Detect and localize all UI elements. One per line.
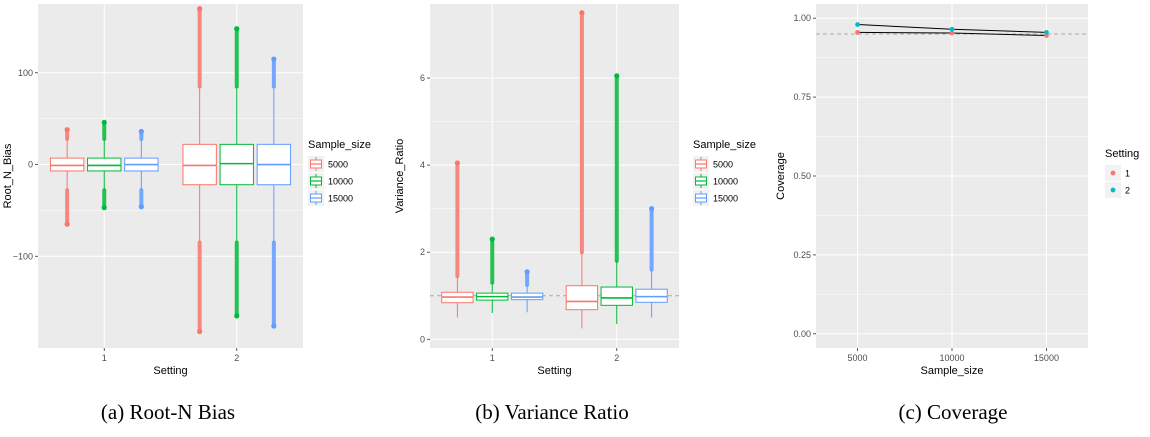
y-tick-label: 0 xyxy=(28,160,33,170)
legend-item-label: 5000 xyxy=(328,160,348,170)
box-5000-setting-2 xyxy=(565,10,599,329)
legend-item-label: 15000 xyxy=(328,194,353,204)
y-tick-label: −100 xyxy=(13,251,33,261)
legend-title: Setting xyxy=(1105,148,1139,160)
y-tick-label: 100 xyxy=(18,68,33,78)
data-point-setting-1 xyxy=(949,30,955,36)
x-tick-label: 5000 xyxy=(848,353,868,363)
legend: Setting 1 2 xyxy=(1105,148,1139,198)
box-10000-setting-2 xyxy=(600,73,633,325)
y-axis-title: Root_N_Bias xyxy=(2,143,14,208)
box-15000-setting-1 xyxy=(124,128,159,210)
x-axis-title: Setting xyxy=(537,365,571,377)
legend-item-label: 10000 xyxy=(713,177,738,187)
y-tick-label: 2 xyxy=(420,247,425,257)
x-axis-title: Sample_size xyxy=(921,365,984,377)
legend-key-point xyxy=(1110,170,1116,176)
y-tick-label: 0.50 xyxy=(793,171,811,181)
box-5000-setting-1 xyxy=(441,160,474,318)
outlier-point xyxy=(614,73,620,79)
chart-caption: (c) Coverage xyxy=(898,400,1007,424)
data-point-setting-1 xyxy=(855,30,860,35)
y-tick-label: 0.25 xyxy=(793,250,811,260)
outlier-point xyxy=(271,56,277,62)
chart-panel-1: −100 0 100 1 2 Setting Root_N_Bias Sample_size 5… xyxy=(2,4,371,424)
outlier-point xyxy=(454,160,460,166)
y-axis-title: Coverage xyxy=(775,152,787,200)
outlier-point xyxy=(197,328,203,335)
chart-panel-3: 0.00 0.25 0.50 0.75 1.00 5000 10000 15000 Sample… xyxy=(775,4,1139,424)
y-tick-label: 0 xyxy=(420,334,425,344)
outlier-point xyxy=(138,128,144,135)
box-15000-setting-2 xyxy=(256,56,292,329)
x-tick-label: 10000 xyxy=(939,353,964,363)
legend-title: Sample_size xyxy=(308,139,371,151)
x-tick-label: 15000 xyxy=(1034,353,1059,363)
box-iqr xyxy=(565,285,599,311)
box-iqr xyxy=(600,286,633,306)
box-iqr xyxy=(182,143,217,186)
outlier-point xyxy=(234,313,240,319)
data-point-setting-2 xyxy=(949,26,955,32)
box-15000-setting-1 xyxy=(510,269,544,313)
outlier-point xyxy=(197,5,203,12)
outlier-point xyxy=(524,269,530,275)
legend-title: Sample_size xyxy=(693,139,756,151)
box-iqr xyxy=(635,288,668,303)
outlier-point xyxy=(101,119,107,125)
x-tick-label: 2 xyxy=(234,353,239,363)
y-tick-label: 0.00 xyxy=(793,329,811,339)
legend: Sample_size 5000 10000 15000 xyxy=(693,139,756,206)
x-tick-label: 1 xyxy=(490,353,495,363)
y-tick-label: 6 xyxy=(420,73,425,83)
data-point-setting-2 xyxy=(855,22,860,27)
box-iqr xyxy=(219,143,254,186)
x-axis-title: Setting xyxy=(153,365,187,377)
box-15000-setting-2 xyxy=(635,206,668,318)
x-tick-label: 2 xyxy=(614,353,619,363)
outlier-point xyxy=(234,26,240,32)
chart-caption: (b) Variance Ratio xyxy=(475,400,629,424)
legend: Sample_size 5000 10000 15000 xyxy=(308,139,371,206)
box-5000-setting-2 xyxy=(182,5,217,335)
x-tick-label: 1 xyxy=(102,353,107,363)
box-10000-setting-2 xyxy=(219,26,254,319)
outlier-point xyxy=(64,127,70,133)
legend-item-label: 5000 xyxy=(713,160,733,170)
chart-caption: (a) Root-N Bias xyxy=(101,400,235,424)
chart-panel-2: 0 2 4 6 1 2 Setting Variance_Ratio Sample_size 50… xyxy=(394,4,756,424)
y-axis-title: Variance_Ratio xyxy=(394,139,406,213)
outlier-point xyxy=(649,206,655,212)
legend-item-label: 10000 xyxy=(328,177,353,187)
outlier-point xyxy=(101,205,107,211)
box-iqr xyxy=(87,157,122,172)
box-5000-setting-1 xyxy=(49,127,85,227)
outlier-point xyxy=(489,236,495,242)
data-point-setting-2 xyxy=(1044,30,1049,35)
y-tick-label: 1.00 xyxy=(793,13,811,23)
y-tick-label: 0.75 xyxy=(793,92,811,102)
legend-item-label: 15000 xyxy=(713,194,738,204)
legend-key-point xyxy=(1110,187,1116,193)
outlier-point xyxy=(271,323,277,329)
y-tick-label: 4 xyxy=(420,160,425,170)
outlier-point xyxy=(579,10,585,16)
box-10000-setting-1 xyxy=(87,119,122,211)
legend-item-label: 1 xyxy=(1125,169,1130,179)
legend-item-label: 2 xyxy=(1125,186,1130,196)
outlier-point xyxy=(64,221,70,227)
outlier-point xyxy=(138,204,144,210)
box-10000-setting-1 xyxy=(476,236,509,314)
box-iqr xyxy=(49,157,85,172)
